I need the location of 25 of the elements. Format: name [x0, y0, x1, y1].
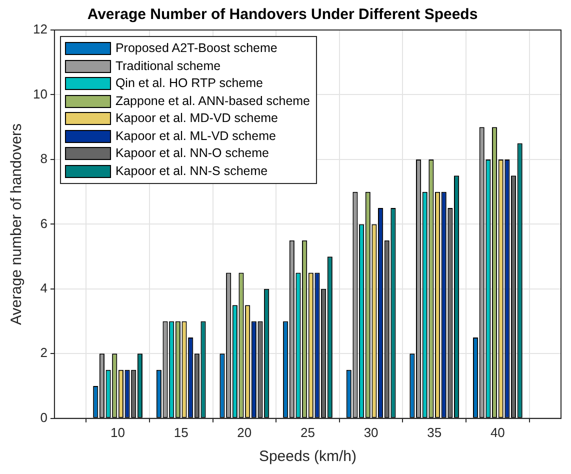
chart-title: Average Number of Handovers Under Different Speeds	[87, 6, 478, 24]
y-tick-label: 6	[40, 216, 48, 231]
x-tick-label: 15	[174, 424, 188, 440]
x-tick-label: 30	[364, 424, 378, 440]
x-tick-label: 40	[490, 424, 505, 440]
x-tick-label: 25	[300, 424, 315, 440]
legend-label: Kapoor et al. NN-S scheme	[115, 162, 268, 180]
y-tick-label: 12	[32, 22, 48, 37]
legend-label: Traditional scheme	[115, 58, 221, 74]
y-tick-label: 10	[32, 86, 48, 102]
legend-label: Kapoor et al. NN-O scheme	[115, 145, 269, 162]
x-tick-label: 10	[110, 424, 126, 440]
x-tick-label: 20	[237, 424, 252, 440]
y-tick-label: 2	[40, 345, 48, 360]
legend-label: Proposed A2T-Boost scheme	[115, 40, 278, 57]
legend-label: Kapoor et al. ML-VD scheme	[115, 128, 276, 145]
x-tick-label: 35	[427, 424, 442, 440]
legend-label: Qin et al. HO RTP scheme	[115, 75, 263, 92]
x-axis-title: Speeds (km/h)	[258, 448, 357, 466]
y-tick-label: 0	[40, 410, 48, 425]
legend-label: Kapoor et al. MD-VD scheme	[115, 110, 278, 127]
y-tick-label: 8	[40, 151, 48, 166]
y-tick-label: 4	[40, 280, 48, 296]
y-axis-title: Average number of handovers	[8, 123, 26, 325]
legend-label: Zappone et al. ANN-based scheme	[115, 92, 310, 110]
